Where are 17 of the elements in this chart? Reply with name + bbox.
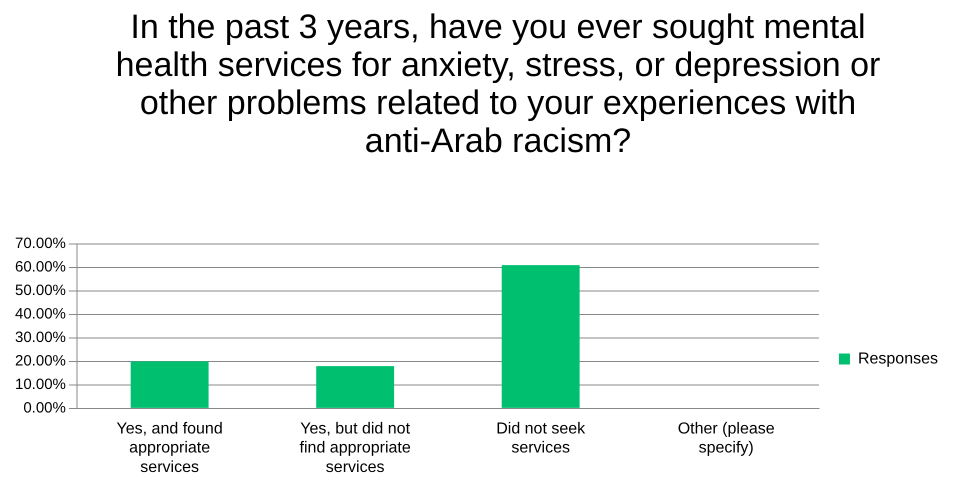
y-tick-label: 20.00% bbox=[15, 352, 66, 370]
y-tick-label: 70.00% bbox=[15, 235, 66, 252]
bar bbox=[502, 265, 580, 408]
x-tick-label: Yes, but did not find appropriate services bbox=[300, 420, 411, 476]
y-tick-label: 10.00% bbox=[15, 376, 66, 394]
y-tick-label: 40.00% bbox=[15, 306, 66, 323]
legend-label: Responses bbox=[858, 350, 938, 368]
chart-title: In the past 3 years, have you ever sought mental health services for anxiety, stress, or depression or other problems related to your experiences with anti-Arab racism? bbox=[114, 8, 882, 160]
bar bbox=[316, 366, 394, 408]
bar bbox=[130, 361, 209, 408]
x-tick-label: Did not seek services bbox=[496, 420, 586, 457]
y-tick-label: 50.00% bbox=[15, 282, 66, 300]
x-tick-label: Other (please specify) bbox=[678, 420, 775, 457]
y-tick-label: 30.00% bbox=[15, 329, 66, 346]
y-tick-label: 60.00% bbox=[15, 258, 66, 276]
x-tick-label: Yes, and found appropriate services bbox=[116, 420, 223, 476]
y-tick-label: 0.00% bbox=[23, 400, 66, 417]
